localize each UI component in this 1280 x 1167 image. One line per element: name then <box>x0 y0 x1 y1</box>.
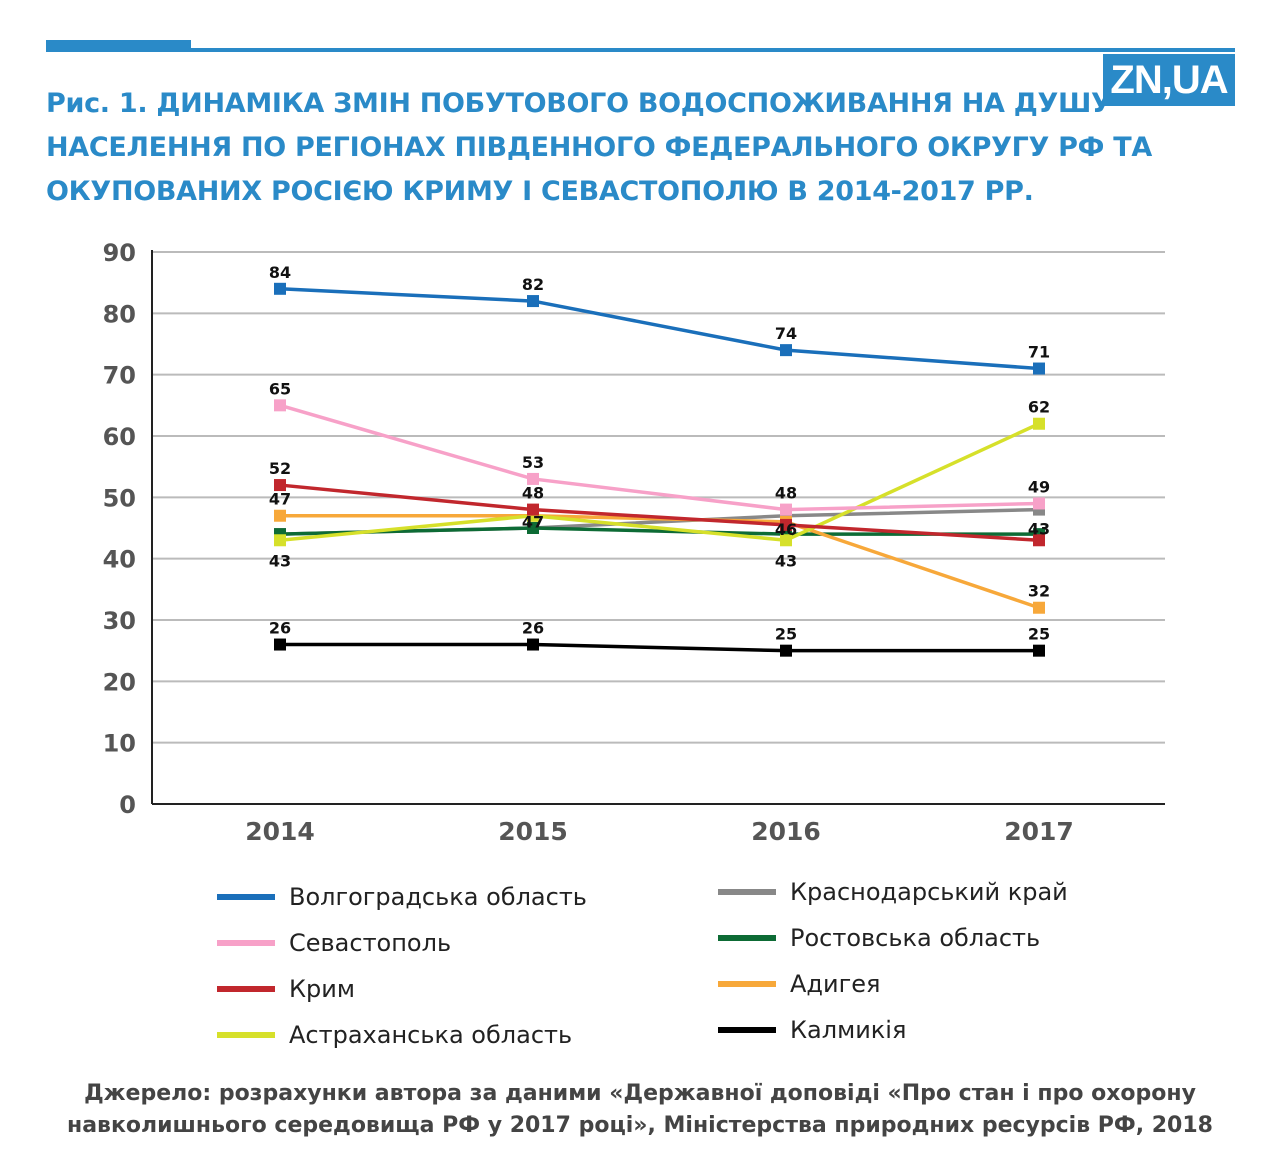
legend-swatch <box>217 940 275 946</box>
line-chart: 0 10 20 30 40 50 60 70 80 90 2014 2015 2016 2017 84 82 7… <box>103 239 1165 846</box>
data-point <box>1033 362 1045 375</box>
legend-item: Севастополь <box>217 929 451 957</box>
data-point <box>527 295 539 308</box>
chart-title: Рис. 1. ДИНАМІКА ЗМІН ПОБУТОВОГО ВОДОСПО… <box>46 88 1152 207</box>
y-tick-label: 70 <box>103 362 136 390</box>
data-label: 25 <box>1028 625 1050 644</box>
data-label: 43 <box>269 551 291 570</box>
data-point <box>1033 417 1045 430</box>
y-tick-label: 20 <box>103 668 136 696</box>
source-note: Джерело: розрахунки автора за даними «Де… <box>0 1078 1280 1142</box>
legend-swatch <box>217 1032 275 1038</box>
data-point <box>1033 503 1045 516</box>
y-tick-label: 30 <box>103 607 136 635</box>
legend-label: Севастополь <box>289 929 452 957</box>
header-accent-bar <box>46 40 191 52</box>
data-point <box>780 344 792 357</box>
data-label: 74 <box>775 324 797 343</box>
legend-label: Ростовська область <box>790 924 1041 952</box>
data-point <box>780 503 792 516</box>
data-label: 26 <box>522 619 544 638</box>
data-label: 48 <box>522 484 544 503</box>
source-line-1: Джерело: розрахунки автора за даними «Де… <box>84 1081 1196 1106</box>
y-tick-label: 90 <box>103 239 136 267</box>
series-line-3 <box>279 422 1040 543</box>
legend-item: Астраханська область <box>217 1021 572 1049</box>
legend-label: Волгоградська область <box>289 883 587 911</box>
legend-label: Астраханська область <box>289 1021 573 1049</box>
legend-swatch <box>718 935 776 941</box>
data-point <box>274 509 286 522</box>
legend-item: Краснодарський край <box>718 878 1068 906</box>
data-label: 43 <box>775 551 797 570</box>
legend-label: Калмикія <box>790 1016 907 1044</box>
data-label: 52 <box>269 459 291 478</box>
data-label: 62 <box>1028 398 1050 417</box>
series-line-0 <box>279 287 1040 371</box>
data-label: 48 <box>775 484 797 503</box>
data-label: 25 <box>775 625 797 644</box>
legend-swatch <box>718 981 776 987</box>
x-tick-label: 2017 <box>1004 817 1074 846</box>
x-tick-label: 2015 <box>498 817 568 846</box>
data-label: 49 <box>1028 477 1050 496</box>
y-tick-label: 80 <box>103 300 136 328</box>
legend-swatch <box>217 986 275 992</box>
zn-ua-logo: ZN,UA <box>1103 54 1235 106</box>
data-point <box>274 399 286 412</box>
legend-label: Краснодарський край <box>790 878 1068 906</box>
series-line-7 <box>280 642 1039 653</box>
data-point <box>274 282 286 295</box>
y-tick-label: 40 <box>103 546 136 574</box>
legend-label: Адигея <box>790 970 881 998</box>
data-label: 65 <box>269 379 291 398</box>
legend-label: Крим <box>289 975 355 1003</box>
y-tick-label: 60 <box>103 423 136 451</box>
series-line-1 <box>279 403 1040 512</box>
legend-item: Крим <box>217 975 355 1003</box>
series-line-2 <box>279 483 1040 543</box>
data-label: 43 <box>1028 519 1050 538</box>
data-point <box>780 534 792 547</box>
data-point <box>780 644 792 657</box>
data-point <box>527 638 539 651</box>
data-point <box>1033 601 1045 614</box>
data-point <box>1033 497 1045 510</box>
data-point <box>527 503 539 516</box>
data-label: 47 <box>269 490 291 509</box>
data-point <box>527 472 539 485</box>
data-point <box>274 638 286 651</box>
y-tick-label: 0 <box>119 791 136 819</box>
data-label: 82 <box>522 275 544 294</box>
data-point <box>527 522 539 534</box>
data-point <box>274 479 286 492</box>
legend-item: Адигея <box>718 970 880 998</box>
legend-item: Калмикія <box>718 1016 906 1044</box>
legend-item: Ростовська область <box>718 924 1040 952</box>
data-point <box>274 534 286 547</box>
data-label: 32 <box>1028 582 1050 601</box>
header-rule <box>191 48 1235 52</box>
source-line-2: навколишнього середовища РФ у 2017 році»… <box>67 1113 1213 1138</box>
legend-swatch <box>217 894 275 900</box>
x-tick-label: 2014 <box>245 817 315 846</box>
legend-item: Волгоградська область <box>217 883 587 911</box>
data-point <box>780 518 792 531</box>
data-point <box>1033 644 1045 657</box>
data-label: 71 <box>1028 343 1050 362</box>
legend-swatch <box>718 1027 776 1033</box>
data-label: 46 <box>775 520 797 539</box>
y-tick-label: 10 <box>103 730 136 758</box>
data-label: 47 <box>522 513 544 532</box>
data-label: 53 <box>522 453 544 472</box>
y-tick-label: 50 <box>103 484 136 512</box>
data-point <box>1033 534 1045 547</box>
legend-swatch <box>718 889 776 895</box>
x-tick-label: 2016 <box>751 817 821 846</box>
data-label: 84 <box>269 263 291 282</box>
data-label: 26 <box>269 619 291 638</box>
